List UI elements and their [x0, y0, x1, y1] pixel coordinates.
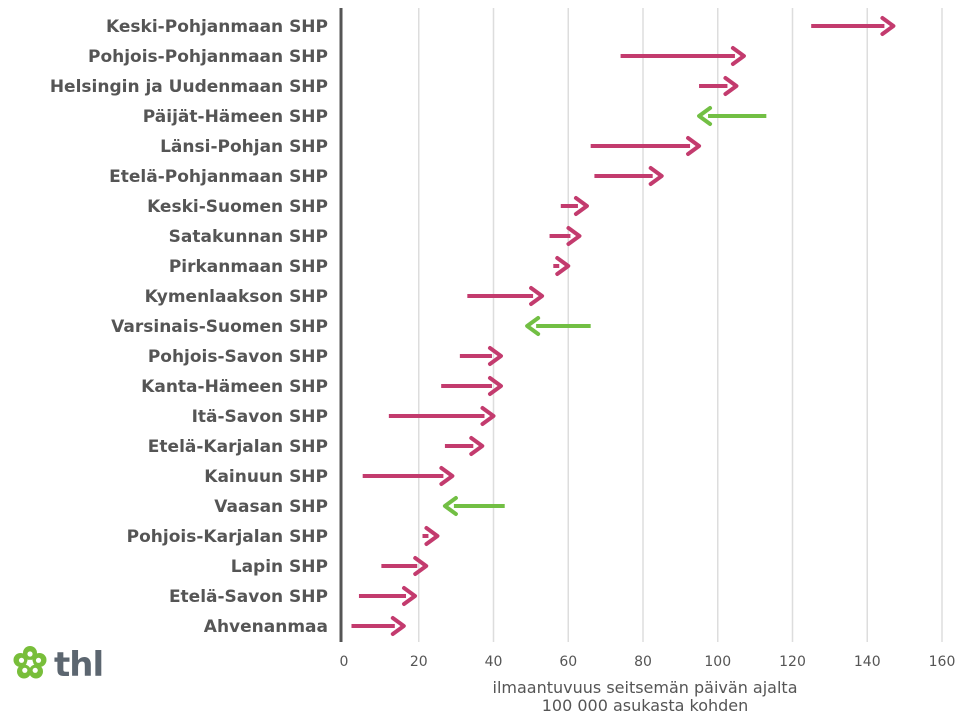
arrow-head: [525, 316, 541, 336]
increase-arrow: [553, 256, 571, 276]
x-tick-label: 40: [485, 654, 503, 670]
increase-arrow: [351, 616, 406, 636]
arrow-head: [686, 136, 702, 156]
arrow-head: [469, 436, 485, 456]
category-label: Varsinais-Suomen SHP: [111, 317, 328, 337]
x-tick-label: 120: [779, 654, 806, 670]
arrow-head: [648, 166, 664, 186]
x-axis-title-line-1: ilmaantuvuus seitsemän päivän ajalta: [493, 678, 798, 697]
increase-arrow: [620, 46, 746, 66]
arrow-head: [880, 16, 896, 36]
increase-arrow: [699, 76, 739, 96]
increase-arrow: [549, 226, 582, 246]
increase-arrow: [441, 376, 503, 396]
increase-arrow: [422, 526, 440, 546]
category-label: Lapin SHP: [231, 557, 328, 577]
flower-icon: [12, 645, 48, 685]
increase-arrow: [811, 16, 896, 36]
category-label: Itä-Savon SHP: [192, 407, 328, 427]
arrow-head: [442, 496, 458, 516]
category-label: Etelä-Karjalan SHP: [148, 437, 328, 457]
arrow-head: [573, 196, 589, 216]
arrow-head: [529, 286, 545, 306]
x-tick-label: 140: [854, 654, 881, 670]
category-label: Etelä-Savon SHP: [169, 587, 328, 607]
category-label: Ahvenanmaa: [204, 617, 328, 637]
grid-layer: [418, 8, 943, 642]
x-tick-label: 60: [559, 654, 577, 670]
category-label: Kanta-Hämeen SHP: [141, 377, 328, 397]
arrow-head: [555, 256, 571, 276]
category-label: Pohjois-Karjalan SHP: [127, 527, 328, 547]
x-tick-labels: 0 20 40 60 80 100 120 140 160: [340, 654, 956, 670]
category-label: Länsi-Pohjan SHP: [160, 137, 328, 157]
increase-arrow: [467, 286, 545, 306]
thl-logo: thl: [12, 645, 104, 685]
arrow-head: [487, 346, 503, 366]
x-tick-label: 80: [634, 654, 652, 670]
arrow-head: [487, 376, 503, 396]
arrow-head: [402, 586, 418, 606]
arrow-series: [351, 16, 896, 636]
category-labels: Keski-Pohjanmaan SHP Pohjois-Pohjanmaan S…: [50, 17, 328, 637]
arrow-head: [390, 616, 406, 636]
increase-arrow: [358, 586, 418, 606]
category-label: Helsingin ja Uudenmaan SHP: [50, 77, 328, 97]
increase-arrow: [560, 196, 589, 216]
x-tick-label: 0: [340, 654, 349, 670]
category-label: Päijät-Hämeen SHP: [143, 107, 328, 127]
arrow-head: [730, 46, 746, 66]
category-label: Pirkanmaan SHP: [169, 257, 328, 277]
increase-arrow: [381, 556, 429, 576]
category-label: Pohjois-Savon SHP: [148, 347, 328, 367]
arrow-head: [439, 466, 455, 486]
category-label: Satakunnan SHP: [169, 227, 328, 247]
arrow-head: [697, 106, 713, 126]
category-label: Etelä-Pohjanmaan SHP: [109, 167, 328, 187]
category-label: Kainuun SHP: [204, 467, 328, 487]
x-tick-label: 100: [704, 654, 731, 670]
decrease-arrow: [442, 496, 505, 516]
x-axis-title-line-2: 100 000 asukasta kohden: [542, 696, 749, 712]
arrow-head: [480, 406, 496, 426]
arrow-head: [413, 556, 429, 576]
category-label: Pohjois-Pohjanmaan SHP: [88, 47, 328, 67]
arrow-head: [566, 226, 582, 246]
increase-arrow: [362, 466, 455, 486]
increase-arrow: [459, 346, 503, 366]
increase-arrow: [444, 436, 485, 456]
category-label: Kymenlaakson SHP: [145, 287, 328, 307]
increase-arrow: [388, 406, 496, 426]
category-label: Vaasan SHP: [214, 497, 328, 517]
category-label: Keski-Suomen SHP: [147, 197, 328, 217]
x-tick-label: 20: [410, 654, 428, 670]
decrease-arrow: [525, 316, 591, 336]
arrow-head: [424, 526, 440, 546]
arrow-head: [723, 76, 739, 96]
increase-arrow: [590, 136, 702, 156]
decrease-arrow: [697, 106, 767, 126]
logo-text: thl: [54, 645, 104, 685]
category-label: Keski-Pohjanmaan SHP: [106, 17, 328, 37]
increase-arrow: [594, 166, 664, 186]
x-tick-label: 160: [929, 654, 956, 670]
